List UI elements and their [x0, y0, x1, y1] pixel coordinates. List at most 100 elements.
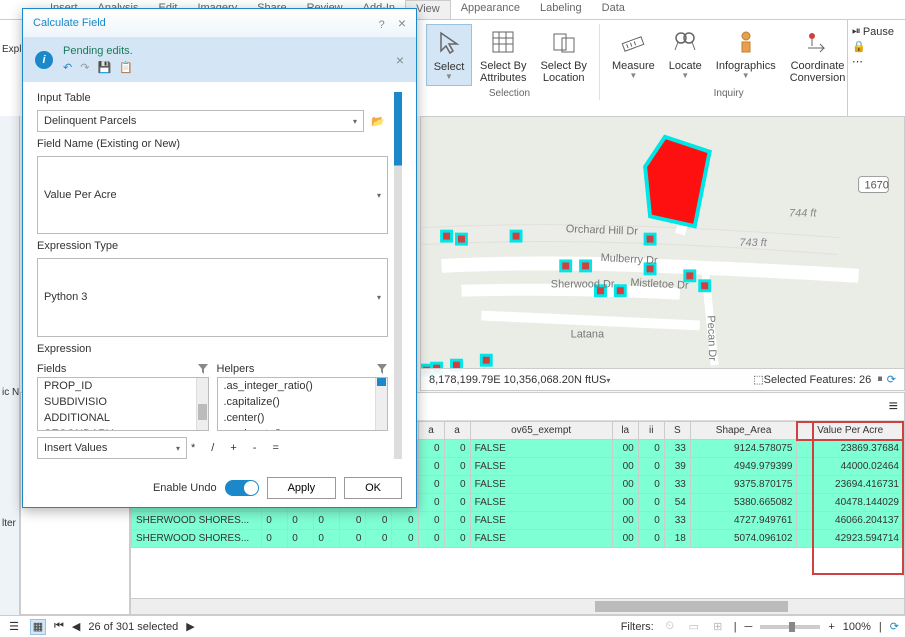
scrollbar[interactable]	[375, 378, 387, 430]
more-icon: ⋯	[852, 55, 863, 68]
helper-item[interactable]: .center()	[218, 410, 388, 426]
chevron-down-icon	[176, 442, 180, 454]
tab-data[interactable]: Data	[592, 0, 635, 19]
helper-item[interactable]: .capitalize()	[218, 394, 388, 410]
pause-panel: ⏯Pause 🔒 ⋯	[847, 20, 905, 116]
input-table-select[interactable]: Delinquent Parcels	[37, 110, 364, 132]
filter-extent-icon[interactable]: ▭	[686, 619, 702, 635]
zoom-in-icon[interactable]: +	[828, 621, 834, 633]
nav-next[interactable]: ▶	[186, 620, 194, 633]
measure-button[interactable]: Measure ▼	[606, 24, 661, 86]
apply-button[interactable]: Apply	[267, 477, 337, 499]
map-view[interactable]: Orchard Hill Dr Mulberry Dr Mistletoe Dr…	[420, 116, 905, 391]
toggle-features-icon[interactable]: ⬚	[753, 373, 763, 386]
table-row[interactable]: SHERWOOD SHORES...00000000FALSE000334727…	[132, 512, 904, 530]
pause-button[interactable]: ⏯Pause	[852, 24, 901, 39]
table-row[interactable]: SHERWOOD SHORES...00000000FALSE000185074…	[132, 530, 904, 548]
view-rows-icon[interactable]: ☰	[6, 619, 22, 635]
tab-appearance[interactable]: Appearance	[451, 0, 530, 19]
operators: * / + - =	[191, 438, 279, 458]
dialog-titlebar: Calculate Field ? ×	[23, 9, 416, 37]
operator-button[interactable]: =	[272, 442, 278, 454]
zoom-slider[interactable]	[760, 625, 820, 629]
select-by-attributes-button[interactable]: Select By Attributes	[474, 24, 532, 86]
lock-button[interactable]: 🔒	[852, 39, 901, 54]
fields-label: Fields	[37, 363, 66, 375]
insert-values-label: Insert Values	[44, 442, 107, 454]
filter-label-partial: lter	[0, 516, 18, 531]
map-coords: 8,178,199.79E 10,356,068.20N ftUS	[429, 374, 606, 386]
helper-item[interactable]: .conjugate()	[218, 426, 388, 431]
pending-close-icon[interactable]: ×	[396, 52, 404, 68]
coordinate-conversion-button[interactable]: Coordinate Conversion	[784, 24, 852, 86]
operator-button[interactable]: /	[211, 442, 214, 454]
save-edits-icon[interactable]: 💾	[97, 61, 111, 74]
refresh-table-icon[interactable]: ⟳	[890, 620, 899, 633]
more-button[interactable]: ⋯	[852, 54, 901, 69]
helpers-list[interactable]: .as_integer_ratio().capitalize().center(…	[217, 377, 389, 431]
coord-label: Coordinate Conversion	[790, 60, 846, 84]
tab-labeling[interactable]: Labeling	[530, 0, 592, 19]
info-icon: i	[35, 51, 53, 69]
column-header[interactable]: a	[444, 422, 470, 440]
pause-drawing-icon[interactable]: ⏸	[877, 373, 883, 386]
field-item[interactable]: PROP_ID	[38, 378, 208, 394]
svg-text:Pecan Dr: Pecan Dr	[705, 315, 719, 361]
input-table-label: Input Table	[37, 92, 388, 104]
view-selected-icon[interactable]: ▦	[30, 619, 46, 635]
expr-type-value: Python 3	[44, 291, 87, 303]
help-icon[interactable]: ?	[379, 19, 385, 31]
infographics-icon	[730, 26, 762, 58]
column-header[interactable]: ov65_exempt	[470, 422, 612, 440]
field-name-label: Field Name (Existing or New)	[37, 138, 388, 150]
expr-type-select[interactable]: Python 3	[37, 258, 388, 336]
svg-text:1670: 1670	[865, 179, 889, 191]
map-status-bar: 8,178,199.79E 10,356,068.20N ftUS ⬚ Sele…	[421, 368, 904, 390]
select-button[interactable]: Select ▼	[426, 24, 472, 86]
input-table-value: Delinquent Parcels	[44, 115, 136, 127]
scrollbar[interactable]	[196, 378, 208, 430]
close-icon[interactable]: ×	[398, 15, 406, 31]
locate-button[interactable]: Locate ▼	[663, 24, 708, 86]
dialog-scrollbar[interactable]	[394, 92, 402, 459]
fields-list[interactable]: PROP_IDSUBDIVISIOADDITIONALSECONDARY_ACR…	[37, 377, 209, 431]
filter-icon[interactable]	[197, 363, 209, 375]
coords-dropdown[interactable]	[606, 374, 610, 386]
enable-undo-toggle[interactable]	[225, 480, 259, 496]
nav-first[interactable]: ⏮	[54, 620, 64, 633]
operator-button[interactable]: +	[230, 442, 236, 454]
horizontal-scrollbar[interactable]	[131, 598, 904, 614]
field-item[interactable]: SECONDARY_	[38, 426, 208, 431]
insert-values-select[interactable]: Insert Values	[37, 437, 187, 459]
column-header[interactable]: ii	[638, 422, 664, 440]
refresh-icon[interactable]: ⟳	[887, 373, 896, 386]
field-name-select[interactable]: Value Per Acre	[37, 156, 388, 234]
infographics-button[interactable]: Infographics ▼	[710, 24, 782, 86]
filter-icon[interactable]	[376, 363, 388, 375]
column-header[interactable]: Shape_Area	[690, 422, 797, 440]
operator-button[interactable]: *	[191, 442, 195, 454]
status-bar: ☰ ▦ ⏮ ◀ 26 of 301 selected ▶ Filters: ⏲ …	[0, 615, 905, 637]
svg-text:743 ft: 743 ft	[739, 237, 767, 249]
undo-icon[interactable]: ↶	[63, 61, 72, 74]
column-header[interactable]: a	[418, 422, 444, 440]
operator-button[interactable]: -	[253, 442, 257, 454]
helper-item[interactable]: .as_integer_ratio()	[218, 378, 388, 394]
ok-button[interactable]: OK	[344, 477, 402, 499]
field-item[interactable]: ADDITIONAL	[38, 410, 208, 426]
column-header[interactable]: la	[612, 422, 638, 440]
column-header[interactable]: S	[664, 422, 690, 440]
discard-edits-icon[interactable]: 📋	[119, 61, 133, 74]
column-header[interactable]: Value Per Acre	[797, 422, 904, 440]
menu-icon[interactable]: ≡	[889, 398, 898, 416]
select-by-location-button[interactable]: Select By Location	[534, 24, 592, 86]
redo-icon[interactable]: ↷	[80, 61, 89, 74]
filter-sql-icon[interactable]: ⊞	[710, 619, 726, 635]
nav-prev[interactable]: ◀	[72, 620, 80, 633]
pending-banner: i Pending edits. ↶ ↷ 💾 📋 ×	[23, 37, 416, 82]
field-item[interactable]: SUBDIVISIO	[38, 394, 208, 410]
zoom-out-icon[interactable]: ─	[745, 621, 753, 633]
svg-text:Sherwood Dr: Sherwood Dr	[551, 279, 615, 291]
filter-time-icon[interactable]: ⏲	[662, 619, 678, 635]
browse-folder-icon[interactable]: 📂	[368, 111, 388, 131]
